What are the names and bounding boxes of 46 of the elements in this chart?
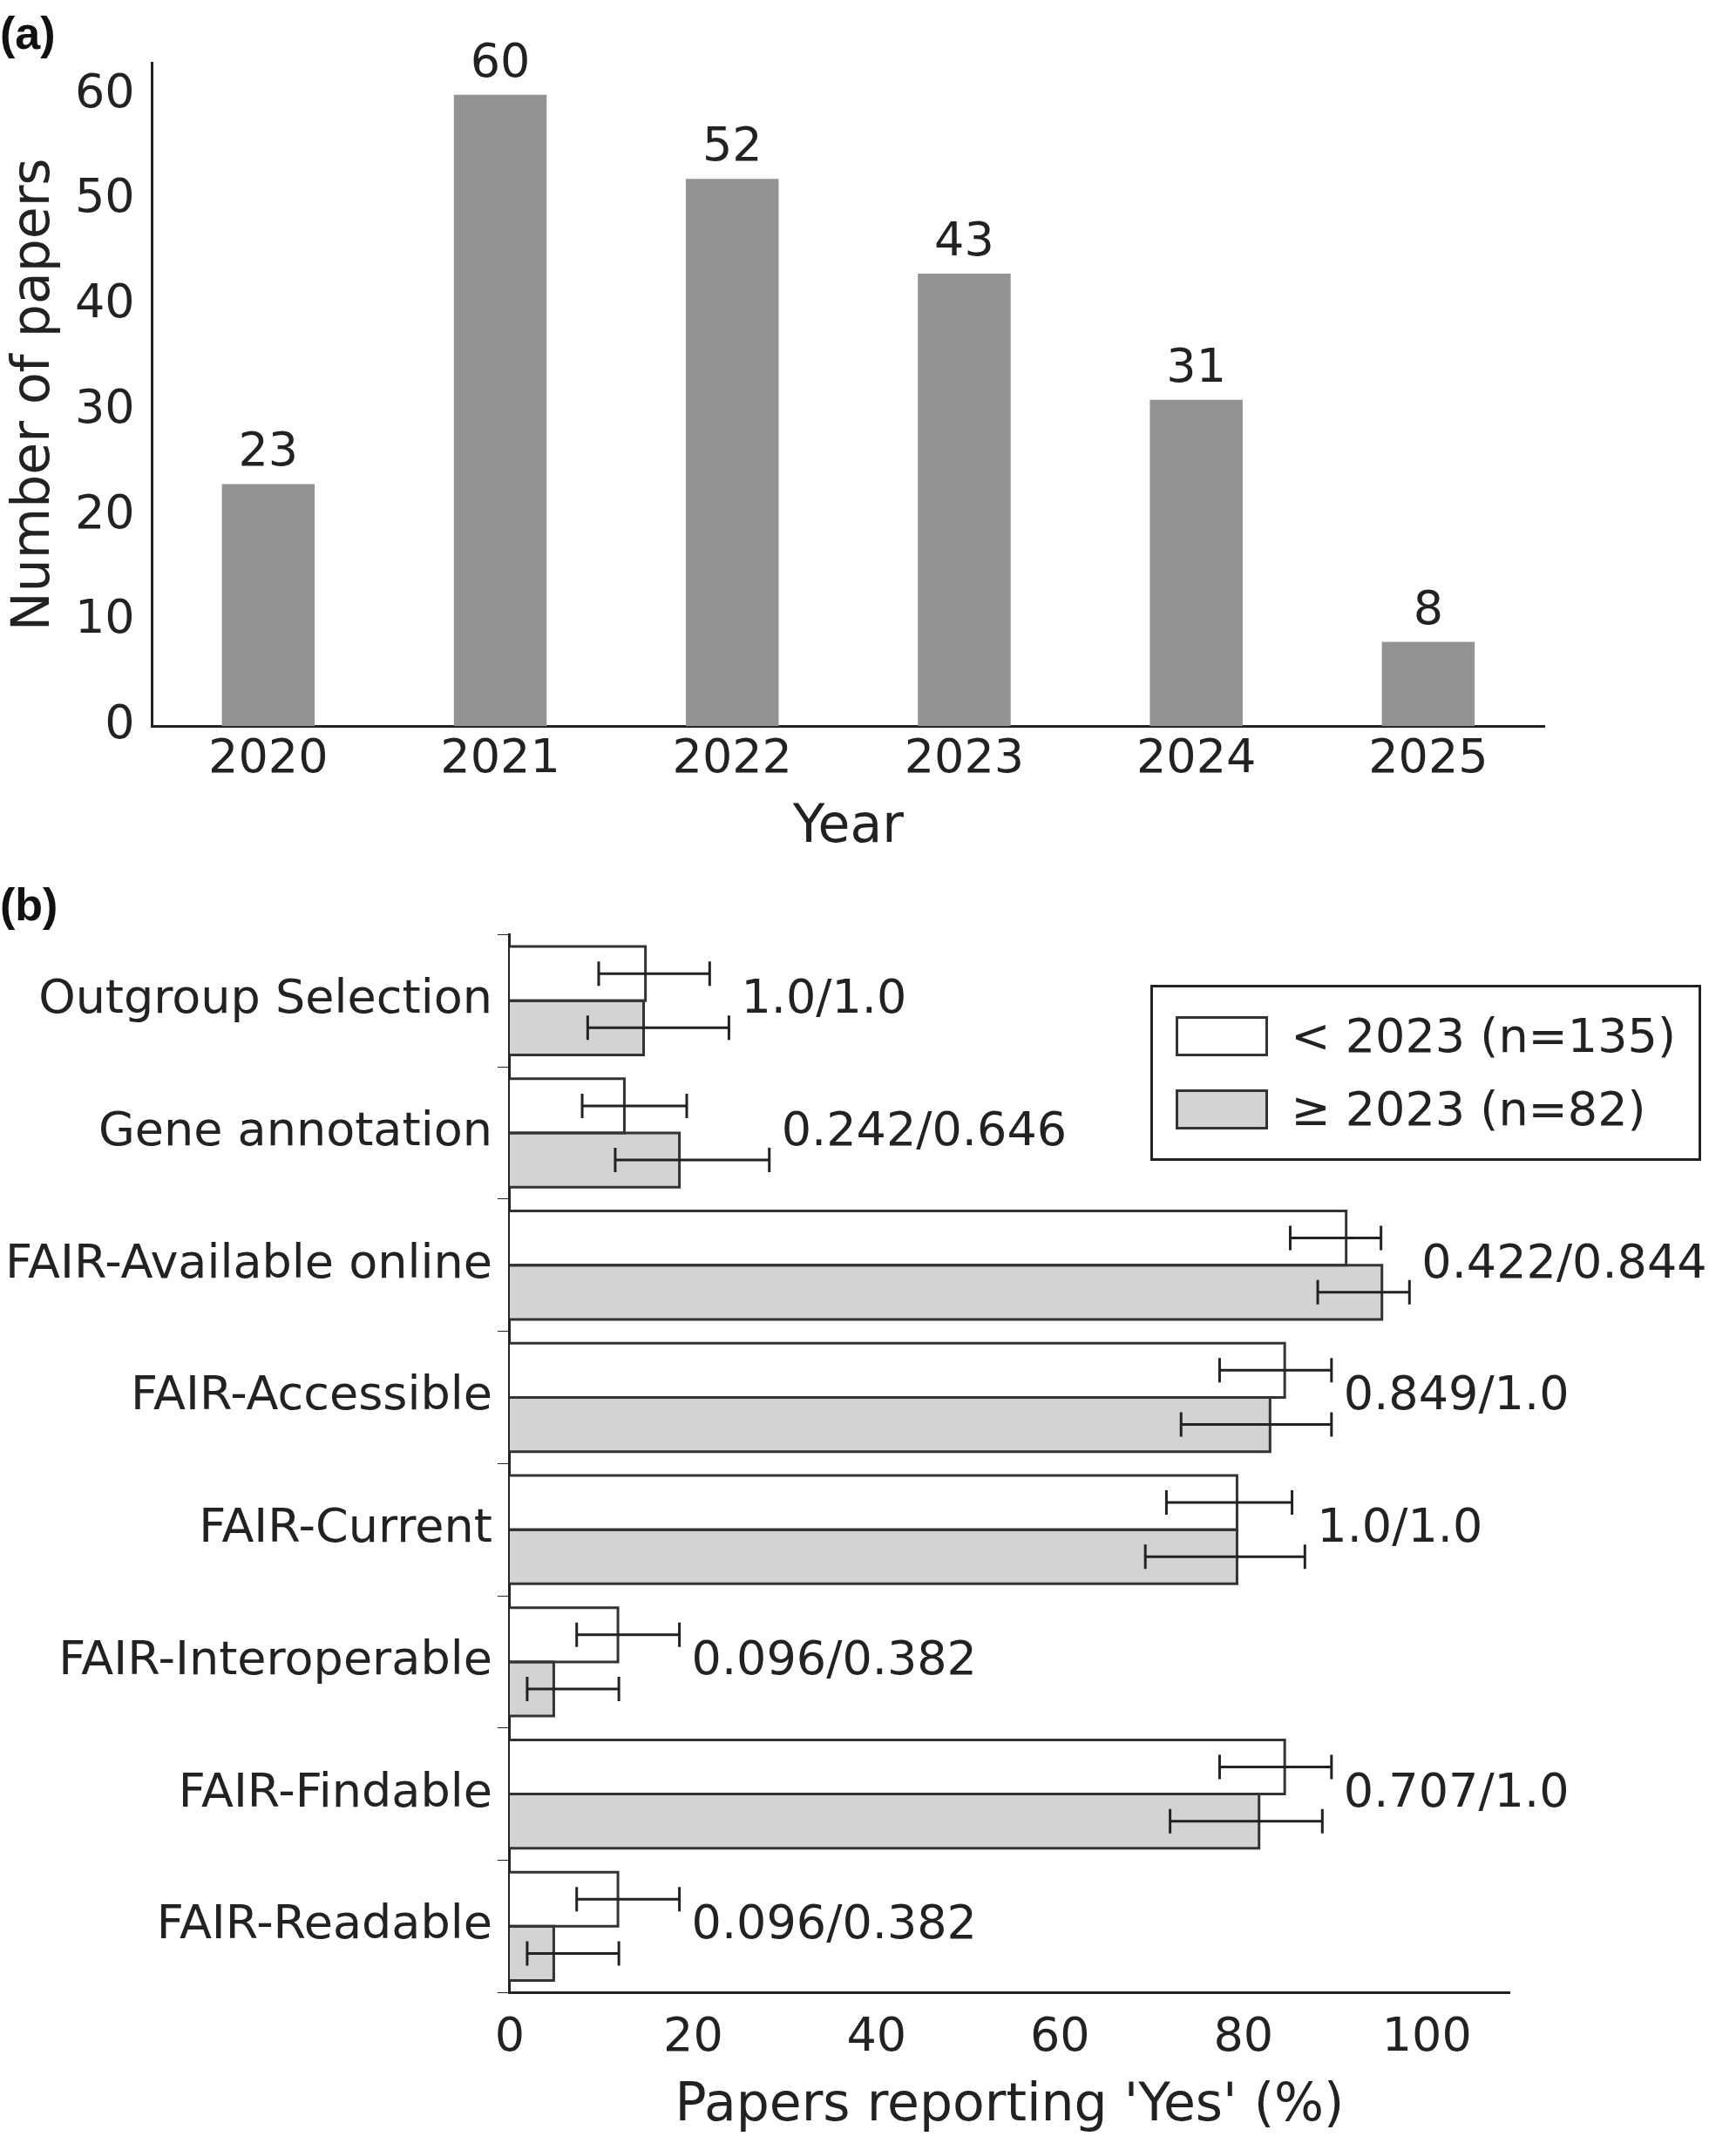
data-label: 43 bbox=[934, 211, 994, 267]
legend-label: ≥ 2023 (n=82) bbox=[1291, 1081, 1646, 1138]
data-label: 8 bbox=[1413, 580, 1444, 635]
x-tick-label: 2021 bbox=[440, 728, 560, 783]
annotation: 1.0/1.0 bbox=[1317, 1498, 1483, 1554]
y-tick-label: FAIR-Findable bbox=[178, 1762, 492, 1818]
x-tick-label: 20 bbox=[663, 2006, 723, 2062]
x-tick-label: 2020 bbox=[208, 728, 329, 783]
y-tick-label: 50 bbox=[74, 168, 135, 224]
annotation: 1.0/1.0 bbox=[741, 969, 907, 1025]
data-label: 60 bbox=[470, 32, 531, 88]
y-tick-label: FAIR-Readable bbox=[156, 1895, 492, 1950]
y-tick-label: 20 bbox=[74, 484, 135, 539]
y-tick-label: 30 bbox=[74, 378, 135, 434]
chart-title: (a) bbox=[0, 7, 56, 58]
annotation: 0.096/0.382 bbox=[691, 1630, 977, 1685]
y-axis-title: Number of papers bbox=[0, 158, 61, 632]
y-tick-label: FAIR-Available online bbox=[5, 1233, 492, 1289]
annotation: 0.242/0.646 bbox=[781, 1102, 1068, 1157]
y-tick-label: 10 bbox=[74, 589, 135, 645]
x-tick-label: 2023 bbox=[904, 728, 1025, 783]
annotation: 0.422/0.844 bbox=[1421, 1233, 1707, 1289]
x-tick-label: 40 bbox=[846, 2006, 907, 2062]
y-tick-label: FAIR-Current bbox=[199, 1498, 492, 1554]
data-label: 23 bbox=[238, 422, 299, 478]
y-tick-label: Gene annotation bbox=[98, 1102, 492, 1157]
data-label: 31 bbox=[1166, 337, 1227, 393]
x-tick-label: 80 bbox=[1213, 2006, 1274, 2062]
y-tick-label: FAIR-Accessible bbox=[130, 1366, 492, 1421]
text: < 2023 (n=135) bbox=[1291, 1007, 1676, 1065]
x-axis-title: Papers reporting 'Yes' (%) bbox=[675, 2071, 1345, 2133]
x-tick-label: 2025 bbox=[1368, 728, 1488, 783]
data-label: 52 bbox=[702, 117, 763, 173]
x-tick-label: 100 bbox=[1381, 2006, 1472, 2062]
x-tick-label: 2022 bbox=[672, 728, 792, 783]
x-tick-label: 2024 bbox=[1136, 728, 1257, 783]
annotation: 0.096/0.382 bbox=[691, 1895, 977, 1950]
x-axis-title: Year bbox=[791, 792, 905, 854]
y-tick-label: FAIR-Interoperable bbox=[58, 1630, 492, 1685]
text: (b) bbox=[0, 878, 58, 930]
y-tick-label: 60 bbox=[74, 63, 135, 119]
y-tick-label: Outgroup Selection bbox=[38, 969, 492, 1025]
y-tick-label: 40 bbox=[74, 274, 135, 329]
annotation: 0.849/1.0 bbox=[1343, 1366, 1570, 1421]
annotation: 0.707/1.0 bbox=[1343, 1762, 1570, 1818]
x-tick-label: 60 bbox=[1029, 2006, 1090, 2062]
